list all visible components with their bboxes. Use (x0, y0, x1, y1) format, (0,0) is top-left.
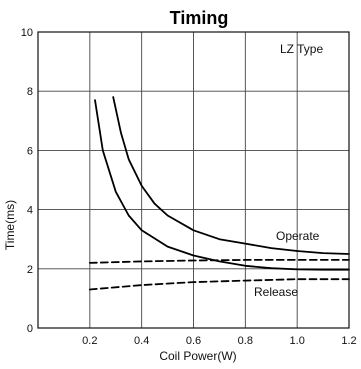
tick-layer: 0.2 0.4 0.6 0.8 1.0 1.2 0 2 4 6 8 10 (21, 27, 357, 347)
operate-curve-upper (112, 96, 350, 255)
grid-layer (38, 31, 350, 329)
chart-title: Timing (170, 8, 229, 28)
plot-frame (37, 31, 350, 329)
y-axis-label: Time(ms) (3, 200, 17, 250)
y-tick-label: 6 (27, 145, 33, 157)
release-label: Release (254, 285, 298, 299)
release-band-lower (88, 278, 350, 291)
y-tick-label: 8 (27, 86, 33, 98)
lz-type-label: LZ Type (280, 42, 323, 56)
operate-curve-lower (94, 99, 350, 271)
release-band-upper (88, 258, 350, 264)
y-tick-label: 0 (27, 323, 33, 335)
y-tick-label: 2 (27, 264, 33, 276)
x-tick-label: 1.2 (341, 335, 356, 347)
y-tick-label: 4 (27, 205, 33, 217)
x-tick-label: 0.6 (186, 335, 201, 347)
x-tick-label: 0.8 (238, 335, 253, 347)
operate-label: Operate (276, 229, 320, 243)
y-tick-label: 10 (21, 27, 33, 39)
x-tick-label: 1.0 (290, 335, 305, 347)
x-tick-label: 0.4 (134, 335, 149, 347)
x-tick-label: 0.2 (82, 335, 97, 347)
x-axis-label: Coil Power(W) (159, 349, 236, 363)
series-layer (88, 96, 350, 291)
